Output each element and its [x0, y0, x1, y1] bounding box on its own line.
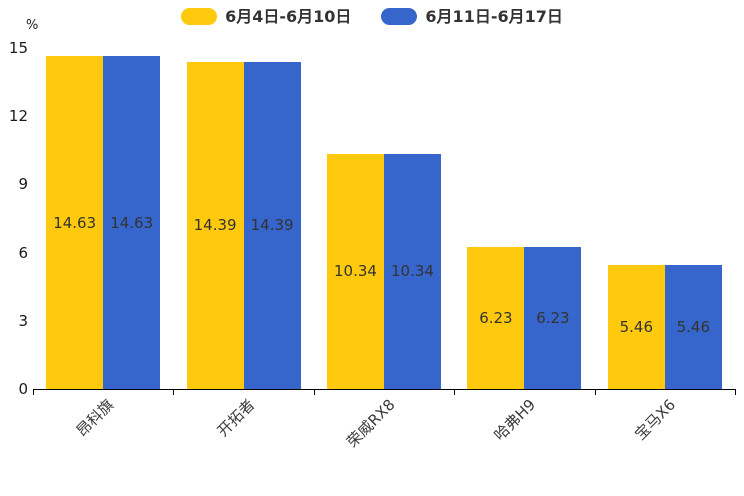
- y-axis-tick-label: 12: [8, 107, 28, 126]
- bar[interactable]: 6.23: [524, 247, 582, 389]
- x-axis-line: [33, 389, 736, 390]
- bar-value-label: 14.39: [250, 216, 294, 235]
- bar-value-label: 6.23: [536, 309, 570, 328]
- legend-item[interactable]: 6月4日-6月10日: [181, 8, 351, 25]
- bar-value-label: 10.34: [334, 262, 377, 281]
- y-axis-tick-label: 0: [18, 380, 28, 398]
- bar[interactable]: 14.63: [103, 56, 161, 389]
- bar[interactable]: 10.34: [327, 153, 384, 389]
- legend-swatch-icon: [381, 8, 418, 25]
- bar[interactable]: 14.39: [243, 61, 301, 389]
- bar[interactable]: 14.39: [186, 61, 244, 389]
- x-axis-tick: [33, 390, 34, 395]
- x-axis-tick: [735, 390, 736, 395]
- x-axis-label: 荣威RX8: [342, 395, 399, 451]
- x-axis-label: 开拓者: [213, 395, 258, 441]
- bar[interactable]: 10.34: [384, 153, 441, 389]
- legend-label: 6月4日-6月10日: [225, 6, 352, 26]
- bar-value-label: 10.34: [391, 262, 434, 281]
- legend: 6月4日-6月10日 6月11日-6月17日: [0, 8, 744, 25]
- x-axis-tick: [454, 390, 456, 395]
- bar-value-label: 14.63: [53, 213, 97, 232]
- y-axis-tick-label: 6: [18, 243, 28, 262]
- y-axis-tick-label: 3: [18, 311, 28, 330]
- bar[interactable]: 6.23: [467, 247, 525, 389]
- y-axis-tick-label: 15: [8, 39, 28, 57]
- bar[interactable]: 5.46: [607, 264, 665, 389]
- bar[interactable]: 5.46: [664, 264, 722, 389]
- x-axis-tick: [173, 390, 175, 395]
- bar-value-label: 14.39: [193, 216, 237, 235]
- bar-value-label: 6.23: [479, 309, 513, 328]
- x-axis-label: 宝马X6: [631, 395, 680, 444]
- legend-item[interactable]: 6月11日-6月17日: [381, 6, 563, 26]
- y-axis-unit-label: %: [26, 18, 39, 33]
- legend-swatch-icon: [181, 8, 218, 25]
- bar[interactable]: 14.63: [46, 56, 104, 389]
- x-axis-label: 昂科旗: [72, 395, 118, 441]
- bar-value-label: 5.46: [676, 317, 710, 336]
- x-axis-label: 哈弗H9: [490, 395, 539, 445]
- legend-label: 6月11日-6月17日: [425, 6, 563, 26]
- bar-value-label: 14.63: [110, 213, 154, 232]
- bar-value-label: 5.46: [619, 317, 653, 336]
- y-axis-tick-label: 9: [18, 175, 28, 194]
- x-axis-tick: [313, 390, 315, 395]
- x-axis-tick: [594, 390, 596, 395]
